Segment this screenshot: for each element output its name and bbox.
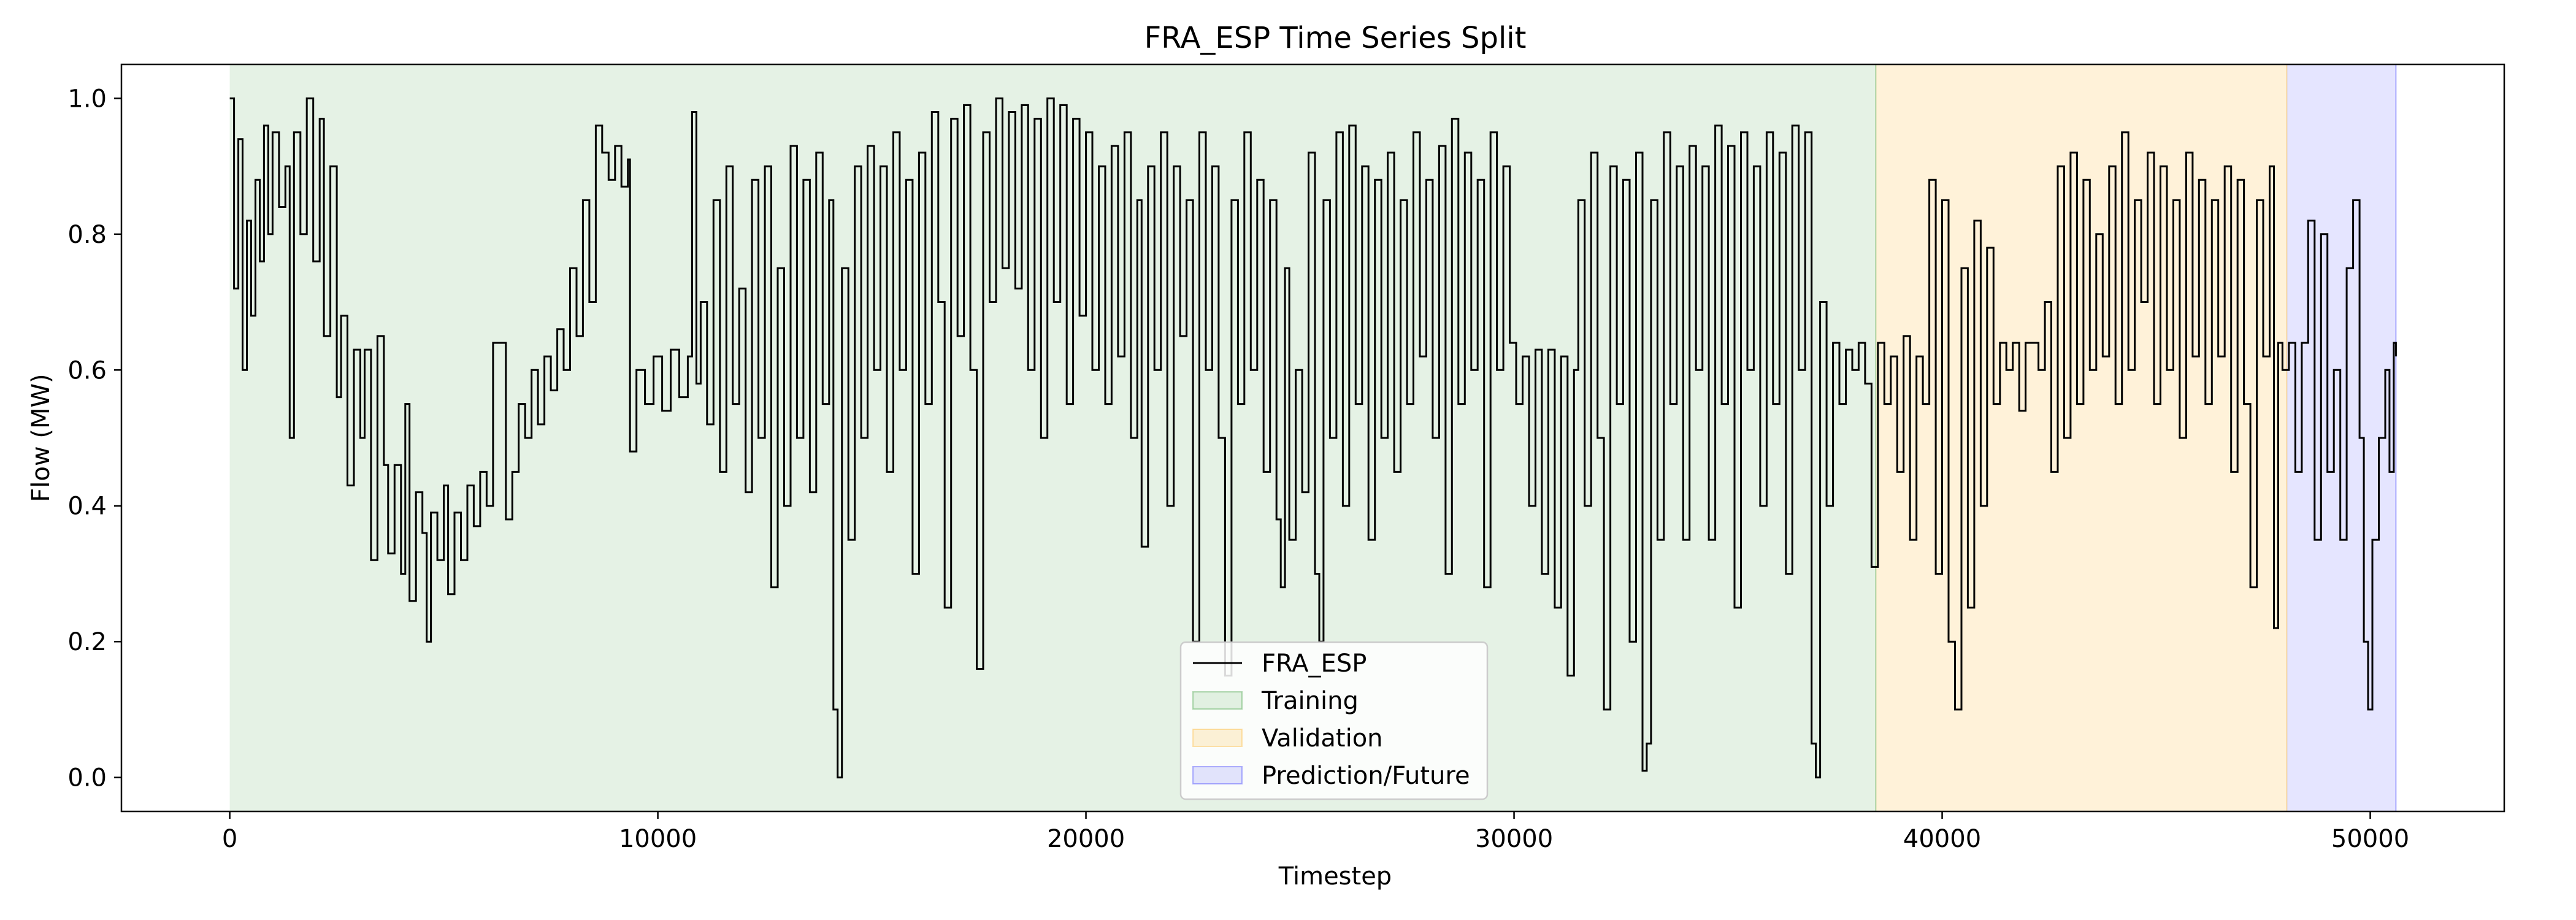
legend-box: [1179, 641, 1489, 800]
y-tick-label: 0.0: [67, 764, 107, 792]
series-layer: [229, 97, 2397, 779]
y-tick-label: 0.4: [67, 493, 107, 521]
plot-frame: [120, 63, 2505, 813]
legend-label-prediction-future: Prediction/Future: [1262, 762, 1470, 790]
y-tick-label: 0.8: [67, 221, 107, 249]
series-line-fra-esp: [229, 97, 2397, 779]
x-tick-label: 40000: [1903, 825, 1981, 853]
x-axis-label: Timestep: [1278, 862, 1392, 891]
chart-title: FRA_ESP Time Series Split: [1144, 21, 1527, 55]
legend-label-fra-esp: FRA_ESP: [1262, 650, 1367, 678]
x-tick-label: 10000: [619, 825, 697, 853]
y-tick-label: 1.0: [67, 85, 107, 113]
x-tick-label: 50000: [2331, 825, 2409, 853]
x-tick-label: 0: [222, 825, 237, 853]
region-prediction-future: [2287, 64, 2396, 811]
legend-label-validation: Validation: [1262, 724, 1383, 753]
x-tick-label: 30000: [1475, 825, 1553, 853]
y-tick-label: 0.2: [67, 628, 107, 656]
legend-swatch-prediction-future: [1192, 766, 1243, 784]
legend: FRA_ESP Training Validation Prediction/Futu…: [1179, 641, 1489, 800]
y-axis-label: Flow (MW): [27, 374, 55, 502]
x-axis: 0 10000 20000 30000 40000 50000: [222, 811, 2409, 853]
y-axis: 0.0 0.2 0.4 0.6 0.8 1.0: [67, 85, 121, 792]
legend-swatch-validation: [1192, 729, 1243, 747]
y-tick-label: 0.6: [67, 356, 107, 385]
legend-swatch-training: [1192, 691, 1243, 710]
x-tick-label: 20000: [1047, 825, 1125, 853]
legend-label-training: Training: [1261, 687, 1359, 715]
region-validation: [1876, 64, 2287, 811]
